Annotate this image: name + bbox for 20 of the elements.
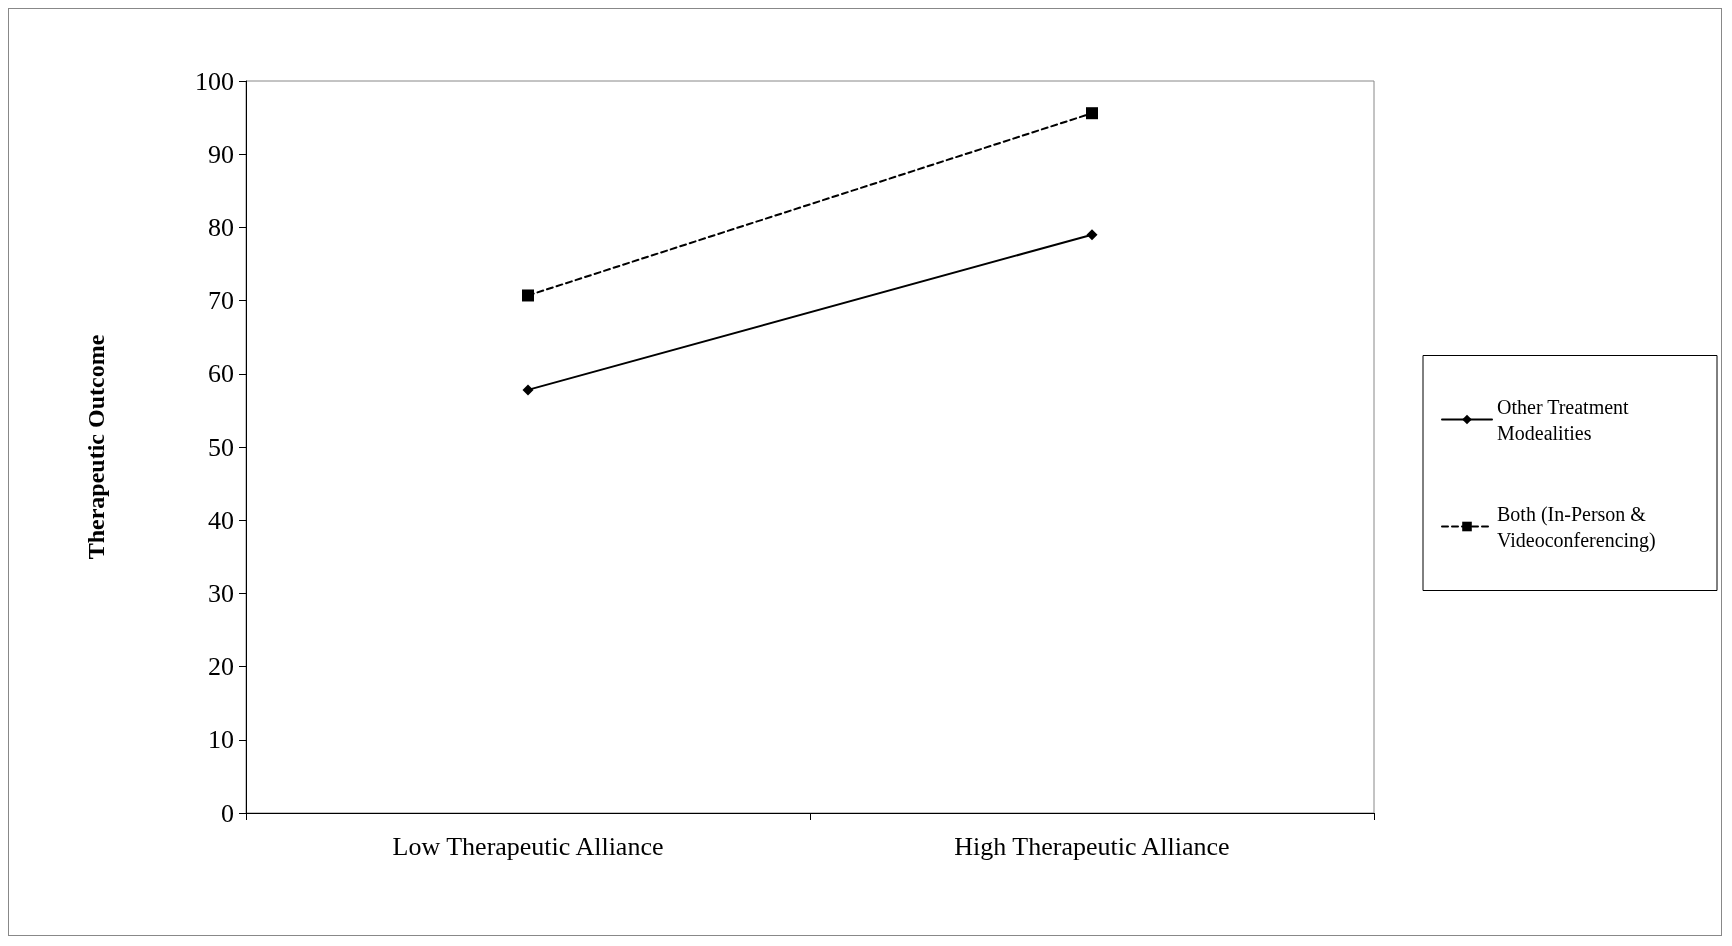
y-tick-label: 70 [208, 286, 234, 316]
point [522, 384, 534, 396]
y-tick-label: 90 [208, 139, 234, 169]
legend-label: Both (In-Person & Videoconferencing) [1497, 502, 1656, 552]
x-tick-label: Low Therapeutic Alliance [392, 831, 664, 861]
y-tick-label: 30 [208, 578, 234, 608]
x-tick-label: High Therapeutic Alliance [954, 831, 1230, 861]
y-axis-title: Therapeutic Outcome [83, 334, 109, 560]
y-tick-label: 50 [208, 432, 234, 462]
y-tick-label: 60 [208, 359, 234, 389]
y-tick-label: 10 [208, 725, 234, 755]
point [522, 289, 534, 302]
y-tick-label: 100 [195, 66, 234, 96]
y-tick-label: 0 [221, 798, 234, 828]
y-tick-label: 20 [208, 652, 234, 682]
legend-label: Other Treatment Modealities [1497, 395, 1634, 444]
y-tick-label: 80 [208, 212, 234, 242]
point [1086, 107, 1098, 120]
y-tick-label: 40 [208, 505, 234, 535]
point [1086, 229, 1098, 241]
